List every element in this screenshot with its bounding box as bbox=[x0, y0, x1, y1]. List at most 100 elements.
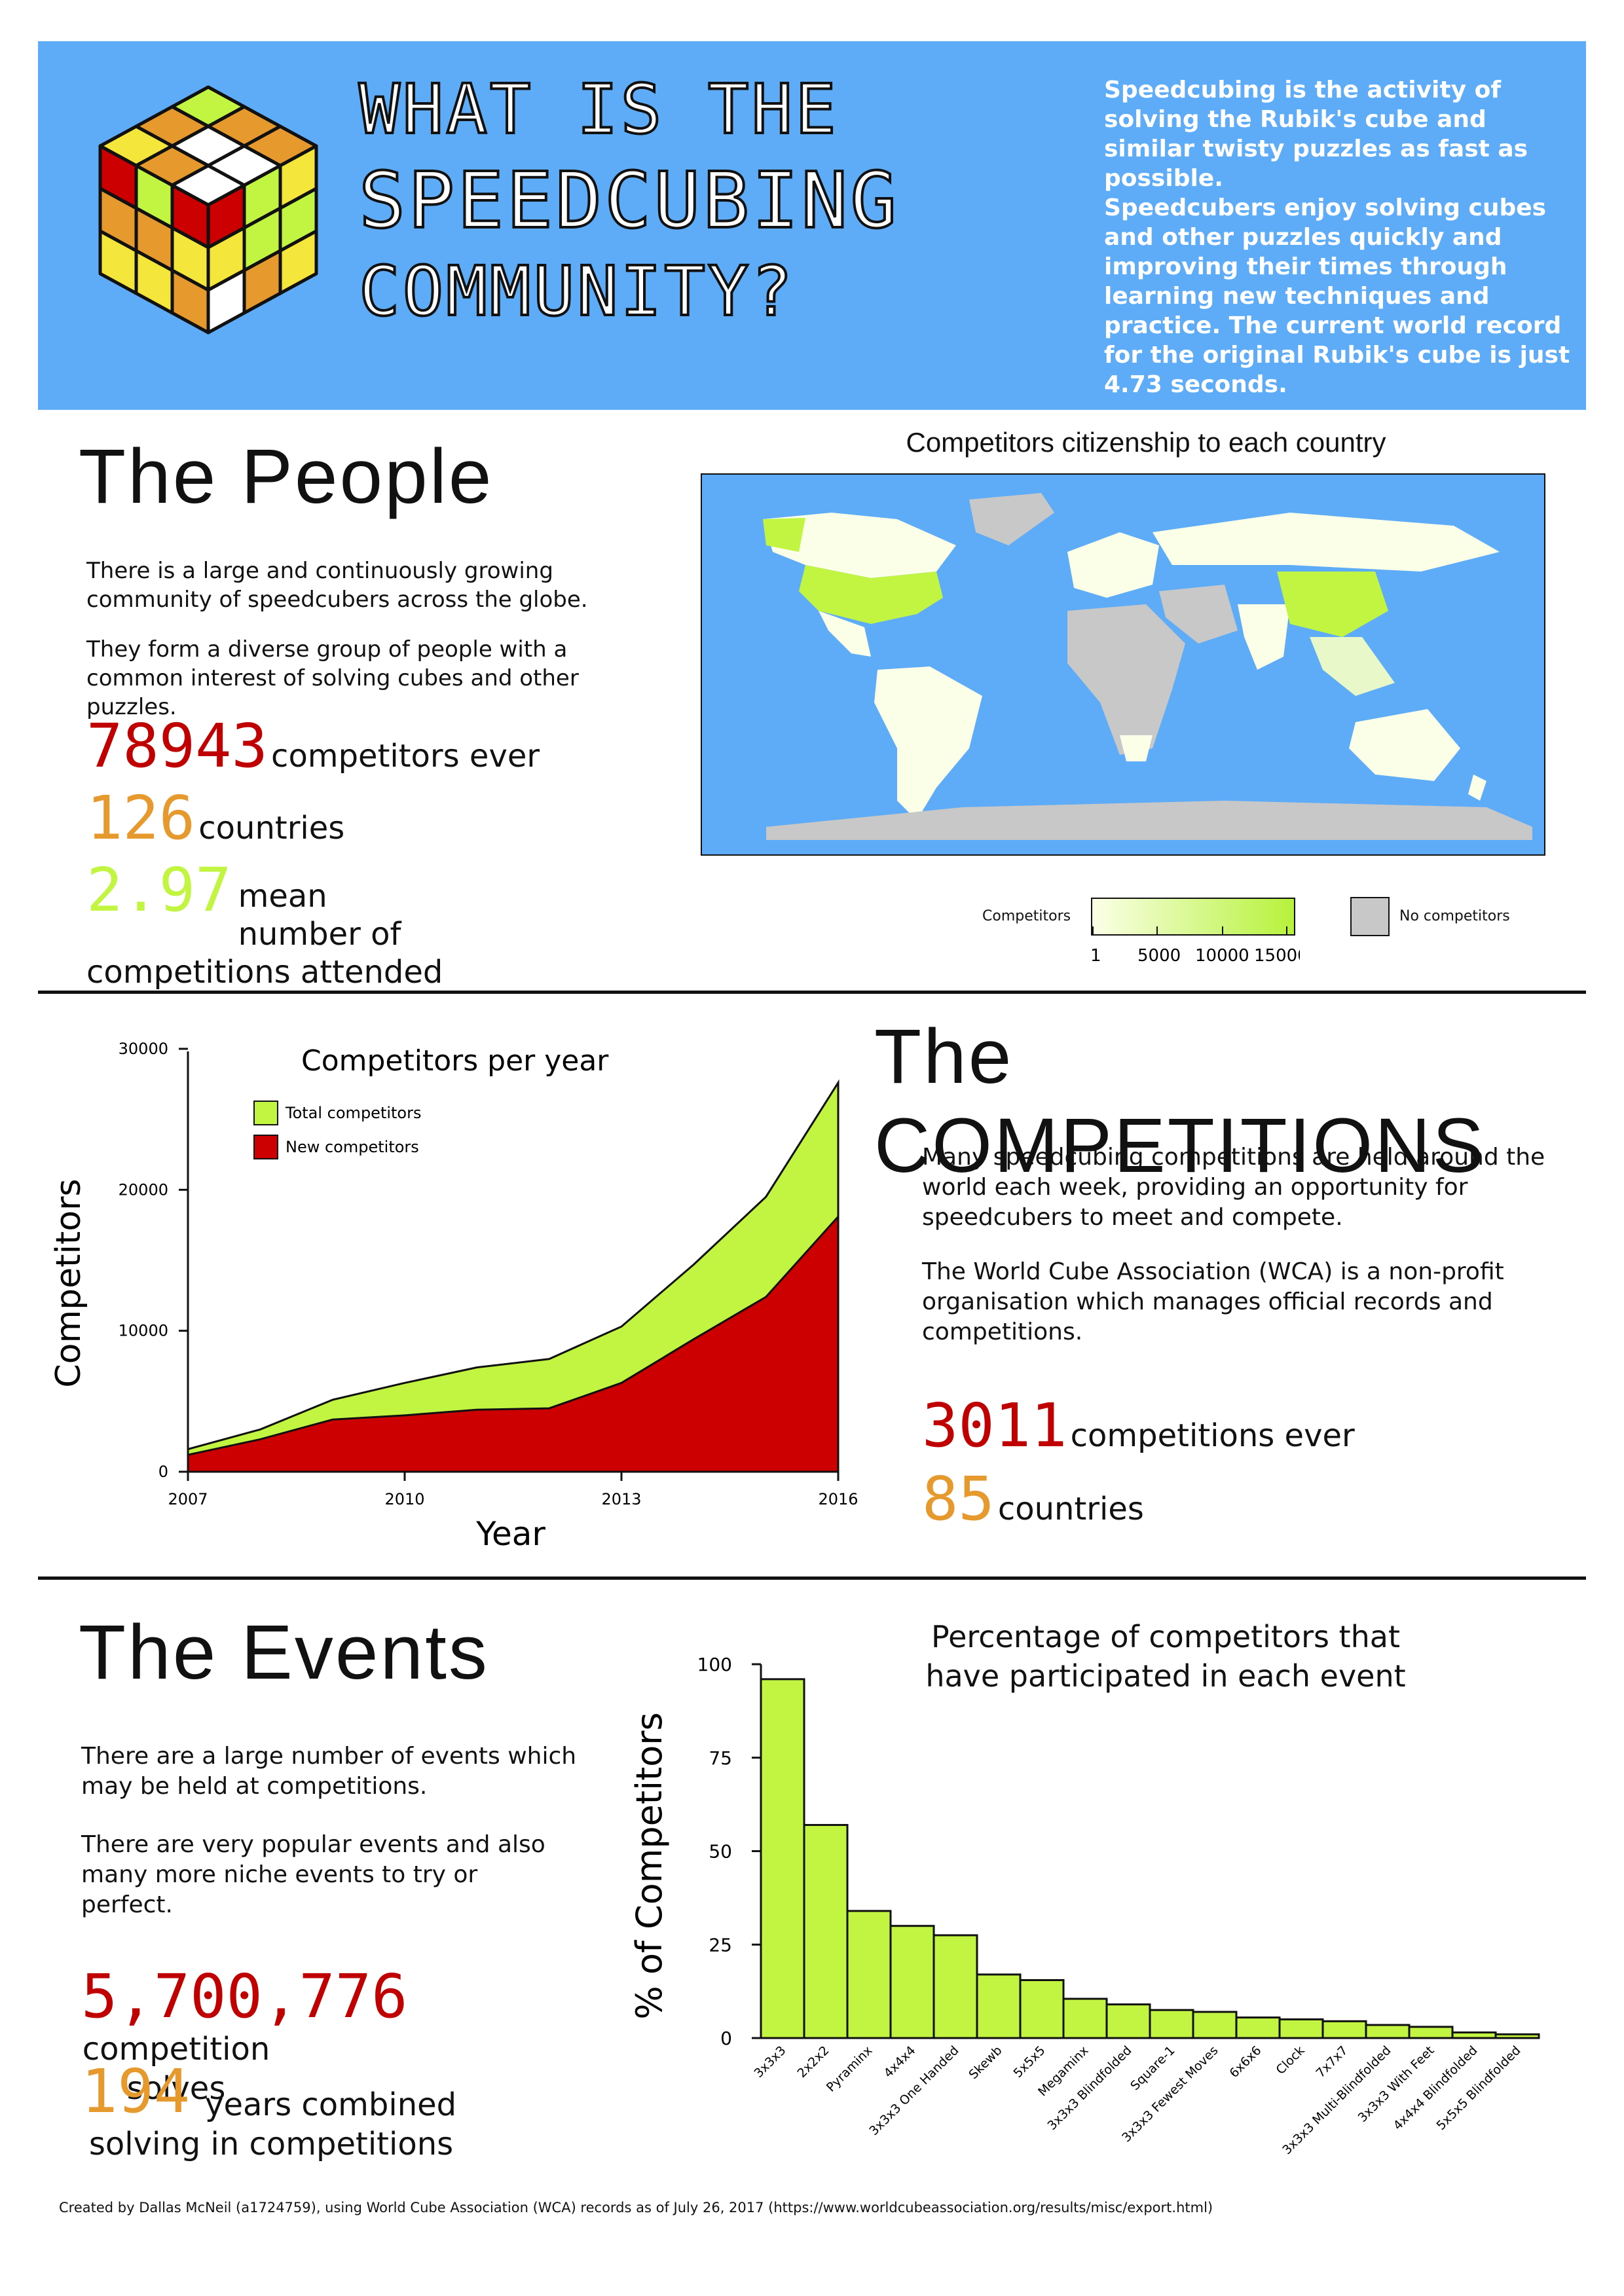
bar bbox=[1278, 2018, 1324, 2039]
stat-label: competitions ever bbox=[1070, 1417, 1355, 1454]
stat-countries: 126 countries bbox=[86, 786, 344, 851]
bar bbox=[1019, 1978, 1065, 2039]
map-region-south-africa bbox=[1120, 735, 1153, 761]
section-divider bbox=[38, 1576, 1586, 1580]
map-legend-label: Competitors bbox=[982, 908, 1071, 924]
map-region-australia bbox=[1349, 709, 1460, 781]
bar-y-tick-label: 25 bbox=[709, 1934, 732, 1956]
title-line: SPEEDCUBING bbox=[358, 154, 900, 247]
map-region-southeast-asia bbox=[1310, 637, 1395, 696]
bar bbox=[976, 1973, 1022, 2039]
world-map bbox=[701, 473, 1545, 856]
stat-value: 85 bbox=[922, 1464, 995, 1534]
footer-credit: Created by Dallas McNeil (a1724759), usi… bbox=[59, 2200, 1213, 2215]
stat-value: 126 bbox=[86, 783, 196, 853]
bar bbox=[1451, 2031, 1497, 2039]
stat-competitions: 3011 competitions ever bbox=[922, 1393, 1355, 1459]
header-banner: WHAT IS THE SPEEDCUBING COMMUNITY? Speed… bbox=[38, 41, 1586, 410]
title-line: WHAT IS THE bbox=[358, 68, 839, 151]
bar-category-label: 7x7x7 bbox=[1313, 2043, 1350, 2081]
people-heading: The People bbox=[79, 433, 494, 520]
stat-label: competitors ever bbox=[271, 738, 540, 774]
bar-category-label: 3x3x3 With Feet bbox=[1356, 2043, 1437, 2125]
map-legend-no-data-swatch bbox=[1350, 897, 1390, 936]
map-region-china bbox=[1277, 572, 1388, 637]
legend-tick: 1 bbox=[1090, 946, 1101, 966]
map-region-south-america bbox=[874, 666, 982, 820]
people-text-2: They form a diverse group of people with… bbox=[86, 636, 579, 720]
map-region-india bbox=[1238, 604, 1290, 670]
bar-chart-ylabel: % of Competitors bbox=[629, 1712, 670, 2019]
bar-category-label: 4x4x4 Blindfolded bbox=[1390, 2043, 1480, 2133]
area-chart-xlabel: Year bbox=[475, 1515, 545, 1553]
bar-category-label: Clock bbox=[1273, 2043, 1307, 2077]
y-tick-label: 20000 bbox=[119, 1180, 168, 1199]
bar-y-tick-label: 75 bbox=[709, 1747, 732, 1769]
bar-y-tick-label: 50 bbox=[709, 1841, 732, 1863]
bar-category-label: 3x3x3 bbox=[751, 2043, 788, 2081]
bar bbox=[1062, 1997, 1108, 2039]
bar bbox=[846, 1910, 892, 2039]
stat-label: mean number of competitions attended bbox=[86, 878, 443, 991]
map-region-antarctica bbox=[766, 801, 1532, 840]
title-line: COMMUNITY? bbox=[358, 250, 796, 333]
map-region-greenland bbox=[969, 493, 1054, 545]
map-region-canada bbox=[763, 513, 956, 578]
events-text-1: There are a large number of events which… bbox=[81, 1743, 577, 1800]
stat-label: countries bbox=[198, 810, 345, 847]
rubiks-cube-icon bbox=[98, 85, 318, 335]
intro-paragraph-1: Speedcubing is the activity of solving t… bbox=[1104, 77, 1528, 192]
competitors-per-year-chart: 0 10000 20000 30000 2007 2010 2013 2016 Total c… bbox=[49, 1040, 858, 1553]
map-legend-no-data-label: No competitors bbox=[1399, 908, 1510, 924]
bar bbox=[1149, 2009, 1194, 2039]
main-title: WHAT IS THE SPEEDCUBING COMMUNITY? bbox=[358, 67, 1145, 333]
bar-category-label: 2x2x2 bbox=[794, 2043, 832, 2081]
bar-category-label: 5x5x5 bbox=[1010, 2043, 1048, 2081]
area-chart-title: Competitors per year bbox=[301, 1044, 609, 1078]
bar-y-tick-label: 0 bbox=[720, 2028, 732, 2049]
stat-years: 194 years combined solving in competitio… bbox=[81, 2059, 631, 2164]
stat-mean-competitions: 2.97 mean number of competitions attende… bbox=[86, 858, 623, 991]
bar-category-label: 6x6x6 bbox=[1227, 2043, 1264, 2081]
stat-label: years combined solving in competitions bbox=[88, 2086, 457, 2162]
map-title: Competitors citizenship to each country bbox=[906, 427, 1386, 458]
legend-label-new: New competitors bbox=[286, 1138, 419, 1156]
map-region-europe bbox=[1067, 532, 1159, 598]
stat-value: 194 bbox=[81, 2056, 191, 2126]
stat-value: 78943 bbox=[86, 711, 268, 781]
stat-label: countries bbox=[997, 1491, 1144, 1527]
bar-chart-title: Percentage of competitors that have part… bbox=[925, 1619, 1406, 1694]
bar bbox=[932, 1934, 978, 2039]
bar-y-tick-label: 100 bbox=[697, 1654, 732, 1675]
bar bbox=[1494, 2033, 1540, 2039]
y-tick-label: 30000 bbox=[119, 1040, 168, 1058]
events-heading: The Events bbox=[79, 1609, 489, 1696]
map-region-africa bbox=[1067, 604, 1185, 755]
legend-swatch-new bbox=[253, 1135, 278, 1159]
stat-value: 5,700,776 bbox=[81, 1961, 408, 2032]
bar bbox=[1408, 2026, 1454, 2039]
bar-category-label: Pyraminx bbox=[824, 2043, 876, 2095]
bar bbox=[1365, 2024, 1411, 2039]
competitions-text-2: The World Cube Association (WCA) is a no… bbox=[922, 1258, 1504, 1345]
stat-competitors: 78943 competitors ever bbox=[86, 714, 540, 779]
map-region-usa bbox=[799, 565, 943, 624]
competitions-text-1: Many speedcubing competitions are held a… bbox=[922, 1144, 1545, 1231]
stat-solves: 5,700,776 competition solves bbox=[81, 1964, 631, 2108]
y-tick-label: 10000 bbox=[119, 1322, 168, 1340]
stat-competition-countries: 85 countries bbox=[922, 1467, 1144, 1532]
map-region-russia bbox=[1153, 513, 1500, 572]
map-region-central-america bbox=[819, 611, 871, 657]
area-series-1 bbox=[187, 1214, 840, 1473]
intro-paragraph-2: Speedcubers enjoy solving cubes and othe… bbox=[1104, 194, 1570, 398]
bar bbox=[889, 1925, 935, 2039]
events-text-2: There are very popular events and also m… bbox=[81, 1831, 545, 1918]
stat-value: 3011 bbox=[922, 1391, 1067, 1461]
stat-value: 2.97 bbox=[86, 855, 232, 925]
bar bbox=[760, 1678, 805, 2039]
bar-category-label: Skewb bbox=[966, 2043, 1005, 2082]
stat-label: competition solves bbox=[82, 2031, 270, 2107]
x-tick-label: 2010 bbox=[384, 1490, 424, 1508]
